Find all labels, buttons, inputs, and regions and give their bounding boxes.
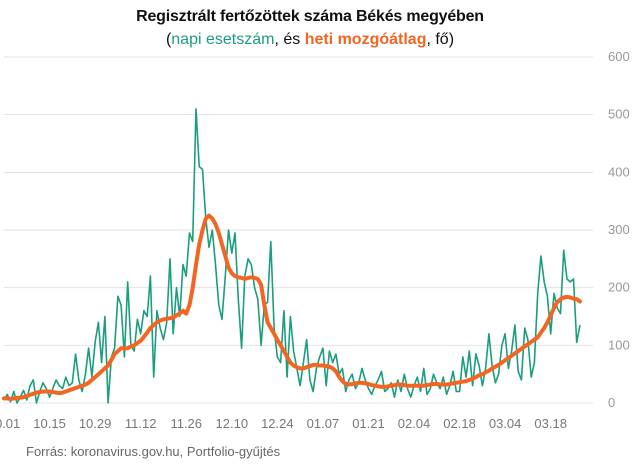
x-tick-label: 03.18 (534, 416, 567, 431)
x-tick-label: 03.04 (489, 416, 522, 431)
y-tick-label: 500 (608, 107, 630, 122)
series-lines (2, 108, 582, 404)
x-tick-label: 12.24 (261, 416, 294, 431)
x-tick-label: 01.07 (307, 416, 340, 431)
y-axis-labels: 0 100 200 300 400 500 600 (608, 49, 630, 410)
x-tick-label: 02.04 (398, 416, 431, 431)
series-line-weekly (2, 213, 582, 401)
subtitle-close: , fő) (426, 31, 455, 48)
x-tick-label: 10.15 (33, 416, 66, 431)
y-tick-label: 300 (608, 222, 630, 237)
chart-title: Regisztrált fertőzöttek száma Békés megy… (136, 8, 484, 25)
series-line-daily (3, 108, 581, 404)
subtitle-open: ( (165, 31, 172, 48)
x-tick-label: 11.26 (170, 416, 202, 431)
y-tick-label: 200 (608, 280, 630, 295)
x-tick-label: 10.01 (0, 416, 20, 431)
gridlines (4, 56, 593, 404)
x-tick-label: 12.10 (216, 416, 249, 431)
x-tick-label: 02.18 (443, 416, 476, 431)
x-tick-label: 11.12 (125, 416, 157, 431)
source-note: Forrás: koronavirus.gov.hu, Portfolio-gy… (26, 444, 281, 459)
x-axis-labels: 10.01 10.15 10.29 11.12 11.26 12.10 12.24 01.07… (0, 416, 567, 431)
y-tick-label: 400 (608, 164, 630, 179)
y-tick-label: 100 (608, 337, 630, 352)
chart-subtitle: (napi esetszám, és heti mozgóátlag, fő) (0, 31, 620, 49)
legend-daily-label: napi esetszám (171, 31, 275, 48)
legend-weekly-label: heti mozgóátlag (304, 31, 427, 48)
x-tick-label: 10.29 (79, 416, 112, 431)
subtitle-separator: , és (274, 31, 305, 48)
y-tick-label: 0 (608, 395, 615, 410)
y-tick-label: 600 (608, 49, 630, 64)
x-tick-label: 01.21 (352, 416, 385, 431)
